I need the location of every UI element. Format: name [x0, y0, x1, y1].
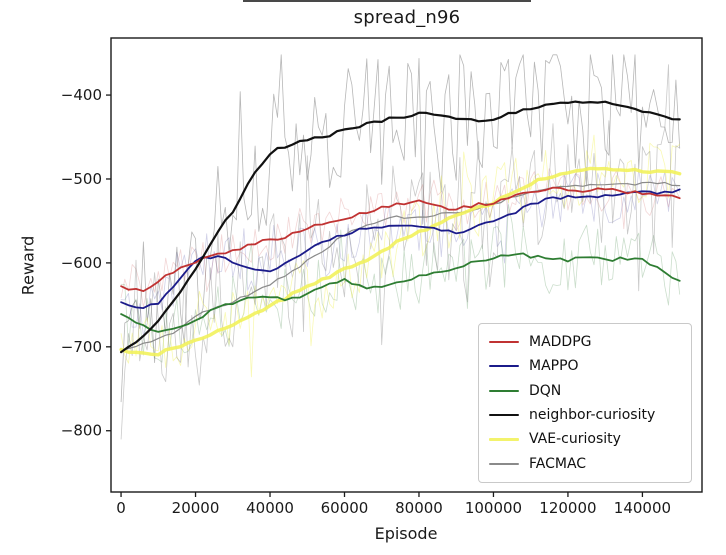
x-tick-label: 0 — [116, 499, 126, 517]
legend-label: MAPPO — [529, 358, 579, 375]
x-tick-label: 120000 — [539, 499, 596, 517]
legend-label: FACMAC — [529, 455, 587, 472]
x-tick-label: 100000 — [465, 499, 522, 517]
legend-item-vae-curiosity: VAE-curiosity — [489, 428, 691, 450]
legend-label: MADDPG — [529, 334, 592, 351]
y-tick-label: −700 — [61, 338, 102, 356]
legend-line-sample-neighbor-curiosity — [489, 414, 519, 417]
legend-item-maddpg: MADDPG — [489, 331, 691, 353]
legend-line-sample-vae-curiosity — [489, 437, 519, 441]
legend: MADDPG MAPPO DQN neighbor-curiosity VAE-… — [478, 323, 692, 483]
legend-label: DQN — [529, 382, 562, 399]
x-tick-label: 140000 — [614, 499, 671, 517]
legend-item-dqn: DQN — [489, 380, 691, 402]
y-axis-label: Reward — [18, 235, 38, 296]
x-tick-label: 20000 — [172, 499, 220, 517]
y-tick-label: −600 — [61, 254, 102, 272]
legend-label: VAE-curiosity — [529, 431, 621, 448]
legend-line-sample-maddpg — [489, 341, 519, 344]
legend-line-sample-dqn — [489, 389, 519, 392]
legend-item-neighbor-curiosity: neighbor-curiosity — [489, 404, 691, 426]
photo-edge-artifact — [243, 0, 531, 2]
x-tick-label: 60000 — [321, 499, 369, 517]
y-tick-label: −800 — [61, 422, 102, 440]
legend-label: neighbor-curiosity — [529, 407, 656, 424]
legend-item-facmac: FACMAC — [489, 453, 691, 475]
legend-line-sample-facmac — [489, 462, 519, 465]
chart-title: spread_n96 — [353, 7, 461, 28]
x-tick-label: 40000 — [246, 499, 294, 517]
legend-item-mappo: MAPPO — [489, 355, 691, 377]
x-tick-label: 80000 — [395, 499, 443, 517]
legend-line-sample-mappo — [489, 365, 519, 368]
x-axis-label: Episode — [374, 524, 438, 543]
y-tick-label: −500 — [61, 170, 102, 188]
y-tick-label: −400 — [61, 86, 102, 104]
